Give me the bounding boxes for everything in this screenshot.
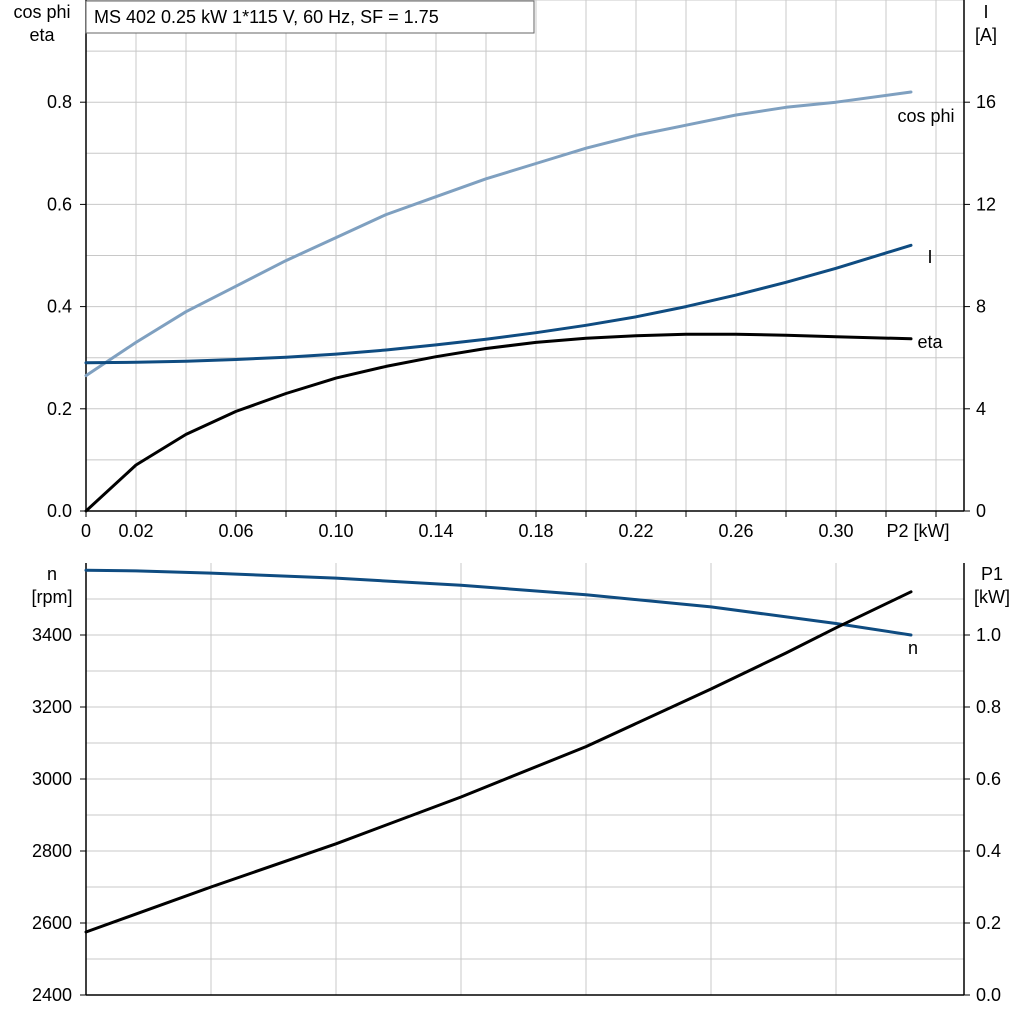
y-right-tick-label: 0 — [976, 501, 986, 521]
y-left-axis-label: n — [47, 564, 57, 584]
speed-label: n — [908, 638, 918, 658]
eta-curve — [84, 332, 913, 513]
y-right-tick-label: 8 — [976, 297, 986, 317]
x-tick-label: 0.18 — [518, 521, 553, 541]
x-tick-label: 0.22 — [618, 521, 653, 541]
y-left-tick-label: 2600 — [32, 913, 72, 933]
x-axis-label: P2 [kW] — [886, 521, 949, 541]
y-left-tick-label: 3400 — [32, 625, 72, 645]
y-left-tick-label: 0.2 — [47, 399, 72, 419]
y-left-tick-label: 2400 — [32, 985, 72, 1005]
y-right-tick-label: 12 — [976, 194, 996, 214]
y-right-tick-label: 4 — [976, 399, 986, 419]
x-tick-label: 0.14 — [418, 521, 453, 541]
y-right-tick-label: 16 — [976, 92, 996, 112]
y-left-tick-label: 3200 — [32, 697, 72, 717]
cos-phi-label: cos phi — [897, 106, 954, 126]
current-label: I — [927, 247, 932, 267]
y-right-axis-label: P1 — [981, 564, 1003, 584]
y-left-tick-label: 0.0 — [47, 501, 72, 521]
y-left-tick-label: 0.6 — [47, 194, 72, 214]
chart-title: MS 402 0.25 kW 1*115 V, 60 Hz, SF = 1.75 — [94, 7, 439, 27]
y-left-axis-label: eta — [29, 25, 55, 45]
cos-phi-curve — [84, 90, 913, 378]
y-right-tick-label: 1.0 — [976, 625, 1001, 645]
speed-curve — [84, 568, 913, 637]
y-left-axis-label: [rpm] — [31, 587, 72, 607]
eta-label: eta — [917, 332, 943, 352]
top-plot-grid — [86, 0, 964, 511]
y-left-tick-label: 2800 — [32, 841, 72, 861]
y-left-axis-label: cos phi — [13, 2, 70, 22]
x-tick-label: 0.26 — [718, 521, 753, 541]
y-right-tick-label: 0.8 — [976, 697, 1001, 717]
y-right-tick-label: 0.2 — [976, 913, 1001, 933]
y-right-tick-label: 0.6 — [976, 769, 1001, 789]
bottom-plot-grid — [86, 563, 964, 995]
x-tick-label: 0.06 — [218, 521, 253, 541]
y-right-axis-label: I — [983, 2, 988, 22]
y-right-axis-label: [kW] — [974, 587, 1010, 607]
current-curve — [84, 243, 913, 365]
x-tick-label: 0 — [81, 521, 91, 541]
x-tick-label: 0.02 — [118, 521, 153, 541]
y-left-tick-label: 0.4 — [47, 297, 72, 317]
title-box — [85, 0, 535, 34]
y-left-tick-label: 0.8 — [47, 92, 72, 112]
p1-curve — [84, 590, 913, 934]
y-right-axis-label: [A] — [975, 25, 997, 45]
y-left-tick-label: 3000 — [32, 769, 72, 789]
y-right-tick-label: 0.0 — [976, 985, 1001, 1005]
x-tick-label: 0.30 — [818, 521, 853, 541]
x-tick-label: 0.10 — [318, 521, 353, 541]
y-right-tick-label: 0.4 — [976, 841, 1001, 861]
